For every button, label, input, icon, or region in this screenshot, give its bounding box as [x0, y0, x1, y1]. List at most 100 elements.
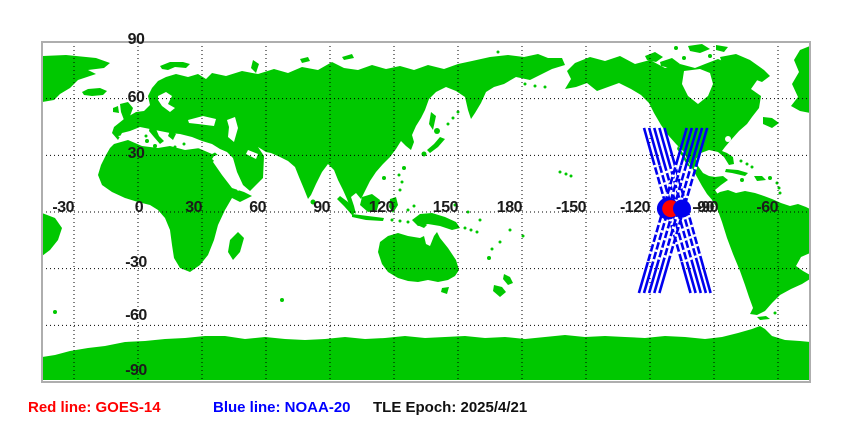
sea-shape [188, 116, 216, 126]
lon-tick-label: 150 [432, 199, 459, 216]
island-dot [523, 82, 527, 86]
island-dot [768, 176, 772, 180]
lat-tick-label: -30 [125, 254, 147, 271]
legend-noaa20: Blue line: NOAA-20 [213, 399, 351, 416]
island-dot [173, 145, 177, 149]
island-dot [434, 128, 440, 134]
island-dot [564, 172, 568, 176]
lon-tick-label: -150 [555, 199, 587, 216]
lat-tick-label: -90 [125, 362, 147, 379]
lat-tick-label: 30 [127, 145, 145, 162]
island-dot [745, 162, 749, 166]
island-dot [463, 226, 467, 230]
land-shape [791, 46, 809, 113]
lake-shape [742, 137, 748, 143]
island-dot [446, 122, 450, 126]
lake-shape [731, 145, 735, 149]
island-dot [398, 219, 402, 223]
island-dot [498, 240, 502, 244]
noaa20-track-dash [661, 164, 693, 263]
land-shape [754, 176, 766, 181]
lon-tick-label: 30 [185, 199, 202, 216]
lon-tick-label: 0 [134, 199, 144, 216]
land-shape [763, 117, 779, 128]
lon-tick-label: 180 [496, 199, 523, 216]
land-shape [412, 213, 460, 230]
land-shape [503, 274, 513, 285]
land-shape [300, 57, 310, 63]
land-layer [43, 44, 809, 380]
island-dot [412, 204, 416, 208]
land-shape [688, 44, 710, 53]
island-dot [490, 247, 494, 251]
map-frame [41, 41, 811, 383]
noaa20-track-dash [663, 164, 694, 263]
sea-shape [246, 150, 258, 159]
island-dot [453, 203, 457, 207]
land-shape [160, 62, 190, 70]
land-shape [757, 316, 770, 320]
land-shape [337, 196, 356, 215]
land-shape [43, 213, 62, 256]
legend-tle-epoch: TLE Epoch: 2025/4/21 [373, 399, 528, 416]
land-shape [720, 54, 770, 82]
lake-shape [748, 143, 752, 147]
sea-shape [227, 117, 238, 142]
land-shape [228, 232, 244, 260]
land-shape [120, 102, 133, 120]
island-dot [739, 159, 743, 163]
island-dot [402, 166, 406, 170]
island-dot [778, 191, 782, 195]
legend-goes14: Red line: GOES-14 [28, 399, 161, 416]
satellite-marker-noaa20 [673, 199, 691, 218]
land-shape [645, 52, 663, 62]
lon-tick-label: -90 [692, 199, 714, 216]
island-dot [558, 170, 562, 174]
lat-tick-label: 90 [127, 31, 145, 48]
land-shape [43, 55, 110, 102]
land-shape [429, 112, 436, 130]
island-dot [397, 173, 401, 177]
land-shape [98, 140, 252, 272]
land-shape [251, 60, 259, 73]
land-shape [712, 190, 809, 315]
land-shape [427, 137, 445, 153]
island-dot [398, 188, 402, 192]
lon-tick-label: -30 [52, 199, 74, 216]
land-shape [342, 54, 354, 60]
island-dot [708, 54, 712, 58]
land-shape [378, 232, 459, 282]
sea-shape [212, 154, 242, 191]
island-dot [310, 199, 316, 205]
island-dot [406, 208, 410, 212]
lon-tick-label: -120 [619, 199, 651, 216]
land-shape [716, 45, 728, 52]
sea-shape [118, 132, 218, 154]
land-shape [112, 54, 565, 214]
land-shape [149, 126, 164, 144]
lat-tick-label: -60 [125, 307, 147, 324]
lake-shape [725, 136, 731, 142]
island-dot [182, 142, 186, 146]
noaa20-track-dash [673, 164, 704, 263]
noaa20-track-dash [656, 164, 688, 263]
land-shape [168, 131, 176, 140]
land-shape [565, 56, 761, 208]
lon-tick-label: 120 [368, 199, 395, 216]
island-dot [390, 218, 394, 222]
island-dot [521, 234, 525, 238]
island-dot [543, 85, 547, 89]
island-dot [456, 110, 460, 114]
land-shape [113, 106, 119, 113]
island-dot [773, 311, 777, 315]
island-dot [674, 46, 678, 50]
island-dot [451, 116, 455, 120]
island-dot [469, 228, 473, 232]
lon-tick-label: -60 [756, 199, 778, 216]
lake-shape [734, 139, 740, 145]
lon-tick-label: 60 [249, 199, 266, 216]
land-shape [43, 326, 809, 380]
sea-shape [158, 92, 175, 112]
